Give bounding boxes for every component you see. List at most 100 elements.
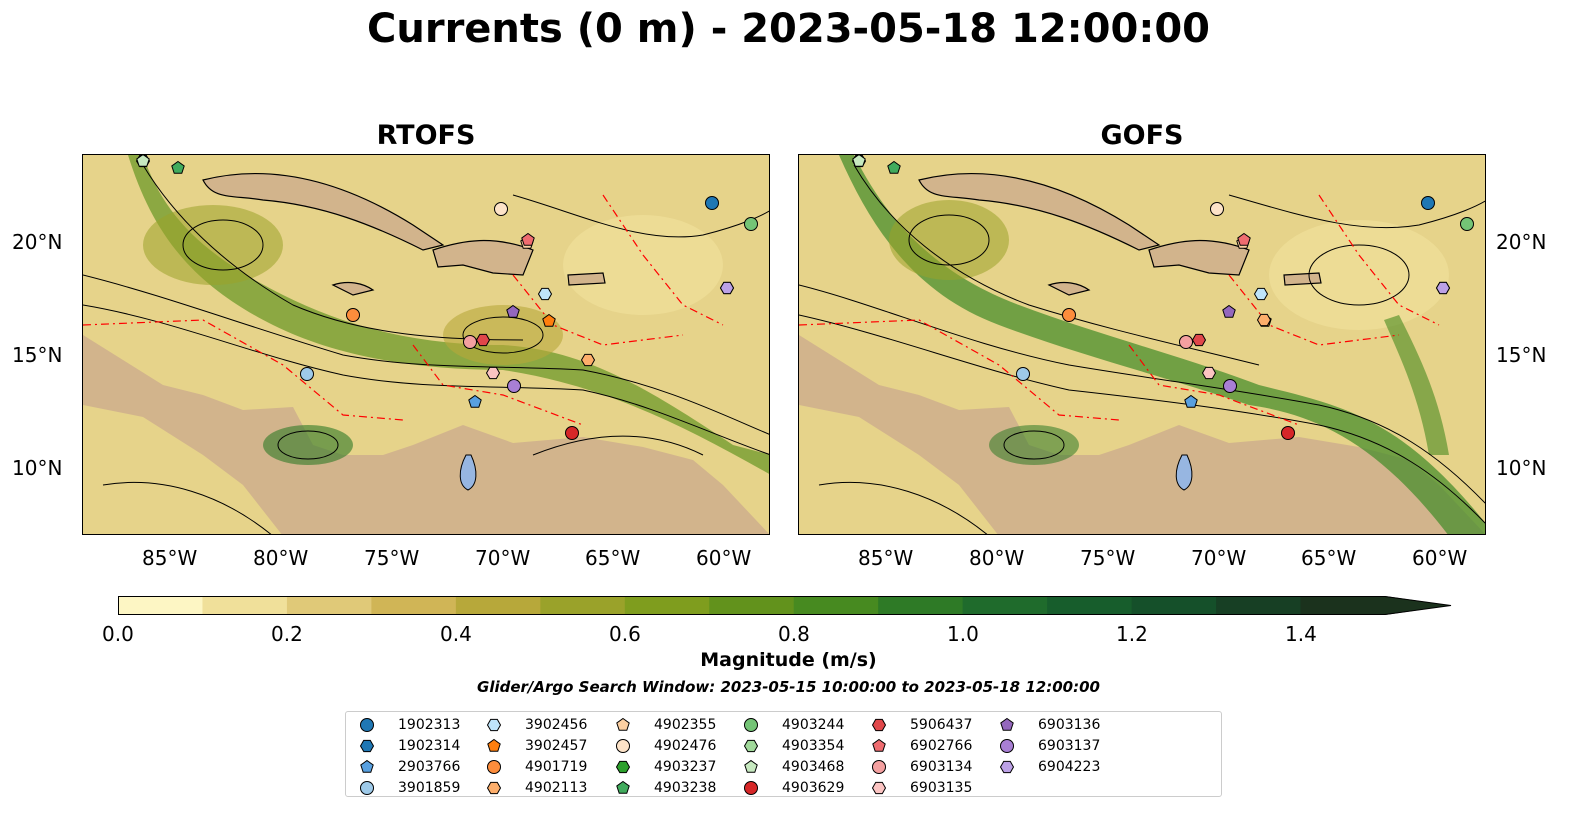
legend-marker-icon (487, 760, 501, 774)
colorbar-bin (878, 596, 964, 615)
float-marker-4903238[interactable] (171, 160, 185, 174)
colorbar-gradient (118, 596, 1452, 615)
float-marker-6903135[interactable] (485, 366, 501, 380)
float-marker-4903244[interactable] (744, 718, 758, 732)
float-marker-4903468[interactable] (852, 155, 866, 167)
float-marker-4901719[interactable] (1062, 308, 1076, 322)
float-marker-4902476[interactable] (494, 202, 508, 216)
float-marker-3901859[interactable] (1016, 367, 1030, 381)
colorbar-bin (371, 596, 457, 615)
float-marker-4903354[interactable] (743, 739, 759, 753)
lat-tick-right: 10°N (1496, 456, 1547, 480)
float-marker-6902766[interactable] (521, 232, 535, 246)
float-marker-3902456[interactable] (537, 287, 553, 301)
legend-label: 4903237 (654, 759, 717, 775)
float-marker-6903136[interactable] (1000, 717, 1014, 731)
legend-marker-icon (744, 718, 758, 732)
map-canvas-rtofs (83, 155, 769, 534)
float-marker-6903134[interactable] (1179, 335, 1193, 349)
float-marker-5906437[interactable] (1191, 333, 1207, 347)
float-marker-4903244[interactable] (744, 217, 758, 231)
legend-label: 3902457 (525, 738, 588, 754)
float-marker-4903629[interactable] (744, 781, 758, 795)
float-marker-1902313[interactable] (1421, 196, 1435, 210)
float-marker-6903137[interactable] (507, 379, 521, 393)
lon-tick-left: 65°W (585, 546, 641, 570)
float-marker-6903135[interactable] (871, 781, 887, 795)
float-marker-3902457[interactable] (542, 313, 556, 327)
float-marker-6902766[interactable] (1237, 232, 1251, 246)
legend-label: 4903354 (782, 738, 845, 754)
float-marker-3902456[interactable] (1253, 287, 1269, 301)
float-marker-4903244[interactable] (1460, 217, 1474, 231)
legend-label: 6904223 (1038, 759, 1101, 775)
lon-tick-right: 80°W (969, 546, 1025, 570)
legend-marker-icon (743, 739, 759, 753)
lat-tick-right: 20°N (1496, 230, 1547, 254)
float-marker-6904223[interactable] (1435, 281, 1451, 295)
map-panel-rtofs[interactable] (82, 154, 770, 535)
float-marker-6903137[interactable] (1223, 379, 1237, 393)
search-window-text: Glider/Argo Search Window: 2023-05-15 10… (477, 678, 1100, 696)
float-marker-6902766[interactable] (872, 738, 886, 752)
float-marker-4903629[interactable] (1281, 426, 1295, 440)
float-marker-1902313[interactable] (705, 196, 719, 210)
legend-marker-icon (1000, 717, 1014, 731)
float-marker-4903238[interactable] (616, 780, 630, 794)
map-panel-gofs[interactable] (798, 154, 1486, 535)
colorbar-bin (202, 596, 288, 615)
float-marker-4901719[interactable] (487, 760, 501, 774)
colorbar (118, 596, 1453, 620)
float-marker-5906437[interactable] (871, 718, 887, 732)
lon-tick-right: 85°W (858, 546, 914, 570)
float-marker-4902476[interactable] (1210, 202, 1224, 216)
legend-label: 6903137 (1038, 738, 1101, 754)
float-legend: 1902313 1902314 2903766 3901859 3902456 39024… (345, 711, 1222, 797)
legend-label: 6902766 (910, 738, 973, 754)
float-marker-4902355[interactable] (616, 717, 630, 731)
legend-marker-icon (486, 718, 502, 732)
legend-marker-icon (999, 760, 1015, 774)
legend-label: 3901859 (398, 780, 461, 796)
colorbar-bin (624, 596, 710, 615)
float-marker-1902314[interactable] (359, 739, 375, 753)
float-marker-6904223[interactable] (719, 281, 735, 295)
float-marker-6903135[interactable] (1201, 366, 1217, 380)
lon-tick-left: 75°W (364, 546, 420, 570)
legend-marker-icon (616, 717, 630, 731)
float-marker-6903137[interactable] (1000, 739, 1014, 753)
legend-label: 1902314 (398, 738, 461, 754)
float-marker-3901859[interactable] (300, 367, 314, 381)
colorbar-bin (962, 596, 1048, 615)
float-marker-6904223[interactable] (999, 760, 1015, 774)
float-marker-4903629[interactable] (565, 426, 579, 440)
float-marker-1902313[interactable] (360, 718, 374, 732)
float-marker-6903134[interactable] (463, 335, 477, 349)
float-marker-6903136[interactable] (1222, 304, 1236, 318)
float-marker-3902457[interactable] (487, 738, 501, 752)
float-marker-2903766[interactable] (360, 759, 374, 773)
map-canvas-gofs (799, 155, 1485, 534)
colorbar-bin (1300, 596, 1386, 615)
float-marker-4902113[interactable] (1256, 313, 1272, 327)
float-marker-4903238[interactable] (887, 160, 901, 174)
float-marker-6903134[interactable] (872, 760, 886, 774)
float-marker-3901859[interactable] (360, 781, 374, 795)
float-marker-4902113[interactable] (486, 781, 502, 795)
float-marker-6903136[interactable] (506, 304, 520, 318)
float-marker-2903766[interactable] (468, 394, 482, 408)
float-marker-4902476[interactable] (616, 739, 630, 753)
float-marker-4901719[interactable] (346, 308, 360, 322)
figure-title: Currents (0 m) - 2023-05-18 12:00:00 (367, 6, 1210, 52)
lon-tick-left: 85°W (142, 546, 198, 570)
float-marker-2903766[interactable] (1184, 394, 1198, 408)
float-marker-4903468[interactable] (136, 155, 150, 167)
lon-tick-right: 65°W (1301, 546, 1357, 570)
float-marker-5906437[interactable] (475, 333, 491, 347)
legend-marker-icon (616, 739, 630, 753)
float-marker-4903468[interactable] (744, 759, 758, 773)
float-marker-3902456[interactable] (486, 718, 502, 732)
legend-label: 6903134 (910, 759, 973, 775)
float-marker-4902113[interactable] (580, 353, 596, 367)
float-marker-4903237[interactable] (615, 760, 631, 774)
